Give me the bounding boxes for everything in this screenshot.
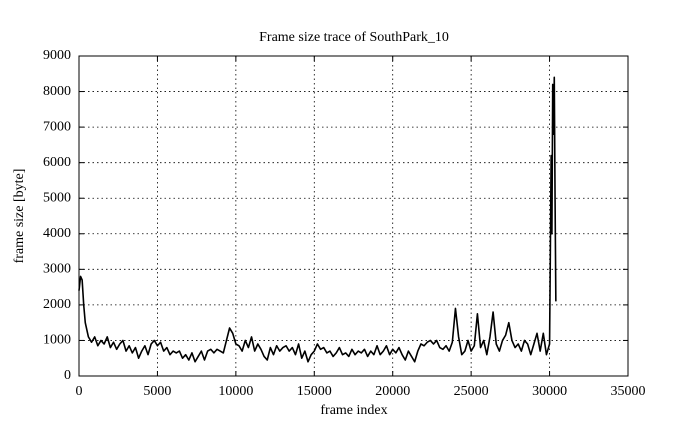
y-axis-label: frame size [byte] <box>12 169 27 264</box>
y-tick-label: 1000 <box>43 333 71 348</box>
y-tick-label: 4000 <box>43 226 71 241</box>
y-tick-label: 6000 <box>43 155 71 170</box>
y-tick-label: 3000 <box>43 262 71 277</box>
x-tick-label: 10000 <box>218 384 253 399</box>
data-line <box>78 76 557 363</box>
x-tick-label: 0 <box>76 384 83 399</box>
y-tick-label: 5000 <box>43 190 71 205</box>
x-axis-label: frame index <box>320 403 387 418</box>
x-tick-label: 30000 <box>532 384 567 399</box>
y-tick-label: 8000 <box>43 84 71 99</box>
chart-title: Frame size trace of SouthPark_10 <box>259 30 449 45</box>
y-tick-label: 7000 <box>43 119 71 134</box>
x-tick-label: 25000 <box>454 384 489 399</box>
x-tick-label: 5000 <box>143 384 171 399</box>
y-tick-label: 9000 <box>43 48 71 63</box>
x-tick-label: 20000 <box>375 384 410 399</box>
x-tick-label: 15000 <box>297 384 332 399</box>
x-tick-label: 35000 <box>611 384 646 399</box>
plot-frame <box>78 55 629 377</box>
y-tick-label: 2000 <box>43 297 71 312</box>
y-tick-label: 0 <box>64 368 71 383</box>
